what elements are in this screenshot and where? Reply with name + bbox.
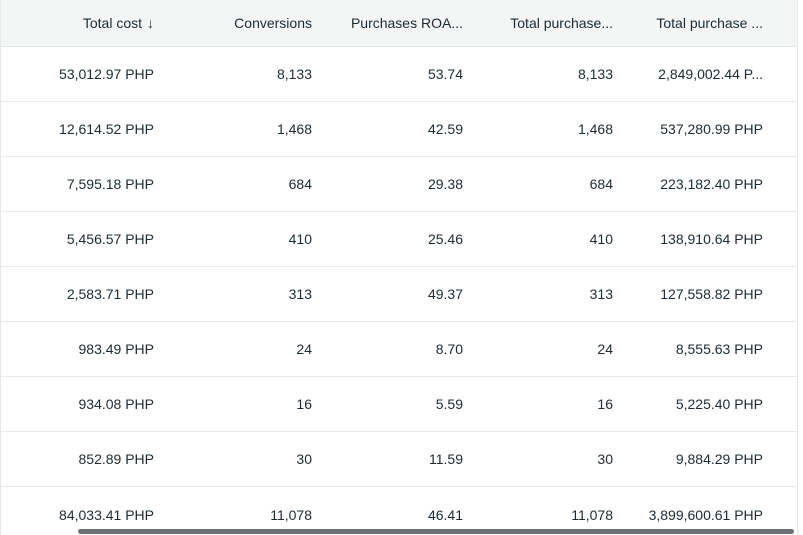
table-header-row: Total cost ↓ Conversions Purchases ROA..…: [1, 0, 797, 47]
purchases-roas-avg: 46.41: [427, 506, 463, 523]
column-header-total-purchase-value[interactable]: Total purchase ...: [627, 0, 777, 46]
cell-conversions: 24: [296, 341, 312, 357]
totals-row: 84,033.41 PHP 11,078 46.41 11,078 3,899,…: [1, 487, 797, 535]
cell-purchases-roas: 11.59: [429, 451, 463, 467]
cell-total-cost: 53,012.97 PHP: [59, 66, 154, 82]
cell-total-purchases: 684: [589, 176, 613, 192]
column-header-label: Total purchase...: [510, 15, 613, 31]
cell-total-purchases: 313: [589, 286, 613, 302]
cell-total-cost: 7,595.18 PHP: [66, 176, 154, 192]
cell-total-cost: 934.08 PHP: [78, 396, 155, 412]
table-row: 934.08 PHP 16 5.59 16 5,225.40 PHP: [1, 377, 797, 432]
cell-total-purchases: 24: [597, 341, 613, 357]
column-header-label: Purchases ROA...: [350, 15, 463, 31]
column-header-total-cost[interactable]: Total cost ↓: [1, 0, 168, 46]
cell-total-cost: 852.89 PHP: [78, 451, 155, 467]
cell-total-purchases: 1,468: [577, 121, 613, 137]
cell-total-cost: 5,456.57 PHP: [66, 231, 154, 247]
sort-descending-icon: ↓: [147, 15, 154, 31]
cell-conversions: 410: [288, 231, 312, 247]
table-row: 7,595.18 PHP 684 29.38 684 223,182.40 PH…: [1, 157, 797, 212]
column-header-total-purchases[interactable]: Total purchase...: [477, 0, 627, 46]
cell-total-purchase-value: 138,910.64 PHP: [660, 231, 763, 247]
column-header-label: Total purchase ...: [656, 15, 763, 31]
cell-purchases-roas: 49.37: [427, 286, 463, 302]
total-cost-sum: 84,033.41 PHP: [59, 506, 154, 523]
cell-conversions: 8,133: [276, 66, 312, 82]
column-header-label: Conversions: [234, 15, 312, 31]
table-row: 12,614.52 PHP 1,468 42.59 1,468 537,280.…: [1, 102, 797, 157]
cell-conversions: 16: [296, 396, 312, 412]
cell-total-purchase-value: 8,555.63 PHP: [675, 341, 763, 357]
cell-total-cost: 983.49 PHP: [78, 341, 155, 357]
column-header-label: Total cost: [82, 15, 142, 31]
table-row: 5,456.57 PHP 410 25.46 410 138,910.64 PH…: [1, 212, 797, 267]
cell-total-purchase-value: 223,182.40 PHP: [660, 176, 763, 192]
cell-purchases-roas: 5.59: [435, 396, 463, 412]
cell-purchases-roas: 53.74: [427, 66, 463, 82]
cell-total-cost: 12,614.52 PHP: [59, 121, 154, 137]
cell-conversions: 1,468: [276, 121, 312, 137]
cell-total-purchase-value: 2,849,002.44 P...: [658, 66, 763, 82]
column-header-conversions[interactable]: Conversions: [168, 0, 326, 46]
cell-total-purchase-value: 9,884.29 PHP: [675, 451, 763, 467]
column-header-purchases-roas[interactable]: Purchases ROA...: [326, 0, 477, 46]
cell-total-purchase-value: 5,225.40 PHP: [675, 396, 763, 412]
cell-total-purchases: 8,133: [577, 66, 613, 82]
cell-total-cost: 2,583.71 PHP: [66, 286, 154, 302]
cell-conversions: 313: [288, 286, 312, 302]
horizontal-scrollbar[interactable]: [78, 529, 794, 534]
table-row: 983.49 PHP 24 8.70 24 8,555.63 PHP: [1, 322, 797, 377]
conversions-sum: 11,078: [270, 506, 312, 523]
cell-conversions: 30: [296, 451, 312, 467]
table-row: 852.89 PHP 30 11.59 30 9,884.29 PHP: [1, 432, 797, 487]
total-purchase-value-sum: 3,899,600.61 PHP: [648, 506, 763, 523]
cell-purchases-roas: 42.59: [427, 121, 463, 137]
cell-conversions: 684: [288, 176, 312, 192]
table-row: 2,583.71 PHP 313 49.37 313 127,558.82 PH…: [1, 267, 797, 322]
cell-purchases-roas: 29.38: [427, 176, 463, 192]
total-purchases-sum: 11,078: [571, 506, 613, 523]
cell-total-purchase-value: 127,558.82 PHP: [660, 286, 763, 302]
cell-purchases-roas: 8.70: [435, 341, 463, 357]
cell-total-purchase-value: 537,280.99 PHP: [660, 121, 763, 137]
table-row: 53,012.97 PHP 8,133 53.74 8,133 2,849,00…: [1, 47, 797, 102]
cell-total-purchases: 410: [589, 231, 613, 247]
cell-total-purchases: 30: [597, 451, 613, 467]
cell-purchases-roas: 25.46: [427, 231, 463, 247]
cell-total-purchases: 16: [597, 396, 613, 412]
